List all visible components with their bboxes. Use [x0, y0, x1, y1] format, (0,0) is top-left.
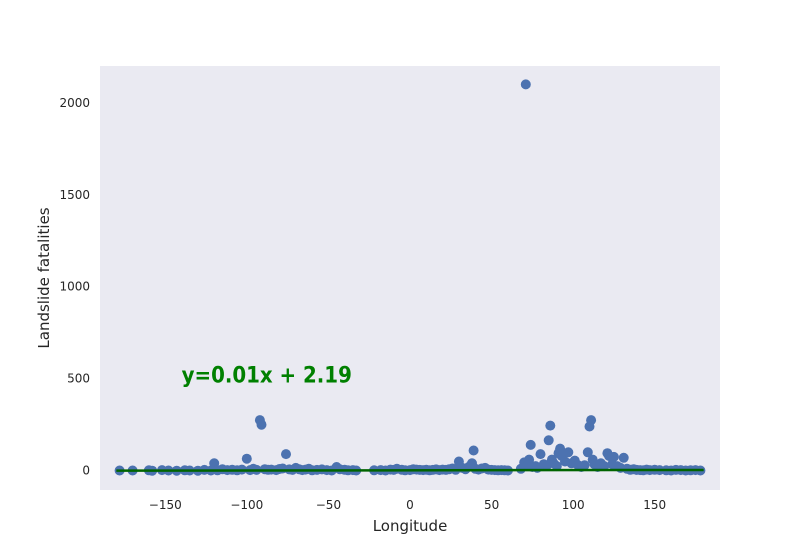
regression-line	[116, 468, 704, 472]
data-point	[582, 447, 593, 458]
x-axis-label: Longitude	[373, 517, 448, 535]
y-tick-label: 0	[82, 464, 90, 478]
data-point	[256, 419, 267, 430]
data-point	[551, 461, 562, 472]
x-tick-label: 150	[643, 498, 666, 512]
x-tick-label: −50	[316, 498, 341, 512]
y-tick-label: 2000	[59, 96, 90, 110]
y-axis-ticks: 0 500 1000 1500 2000	[59, 96, 90, 478]
y-axis-label: Landslide fatalities	[35, 207, 53, 348]
x-tick-label: 0	[406, 498, 414, 512]
y-tick-label: 500	[67, 372, 90, 386]
data-point	[535, 449, 546, 460]
y-tick-label: 1000	[59, 280, 90, 294]
data-point	[468, 445, 479, 456]
data-point	[586, 415, 597, 426]
regression-equation-label: y=0.01x + 2.19	[182, 363, 352, 388]
data-point	[579, 460, 590, 471]
x-tick-label: −100	[230, 498, 263, 512]
data-point	[608, 451, 619, 462]
x-tick-label: −150	[149, 498, 182, 512]
x-tick-label: 50	[484, 498, 499, 512]
data-point	[545, 420, 556, 431]
plot-background	[100, 66, 720, 490]
data-point	[520, 79, 531, 90]
data-point	[563, 447, 574, 458]
data-point	[281, 449, 291, 460]
x-axis-ticks: −150 −100 −50 0 50 100 150	[149, 498, 666, 512]
data-point	[543, 435, 554, 446]
x-tick-label: 100	[562, 498, 585, 512]
data-point	[599, 461, 610, 472]
data-point	[525, 439, 536, 450]
data-point	[241, 453, 252, 464]
y-tick-label: 1500	[59, 188, 90, 202]
data-point	[618, 452, 629, 463]
